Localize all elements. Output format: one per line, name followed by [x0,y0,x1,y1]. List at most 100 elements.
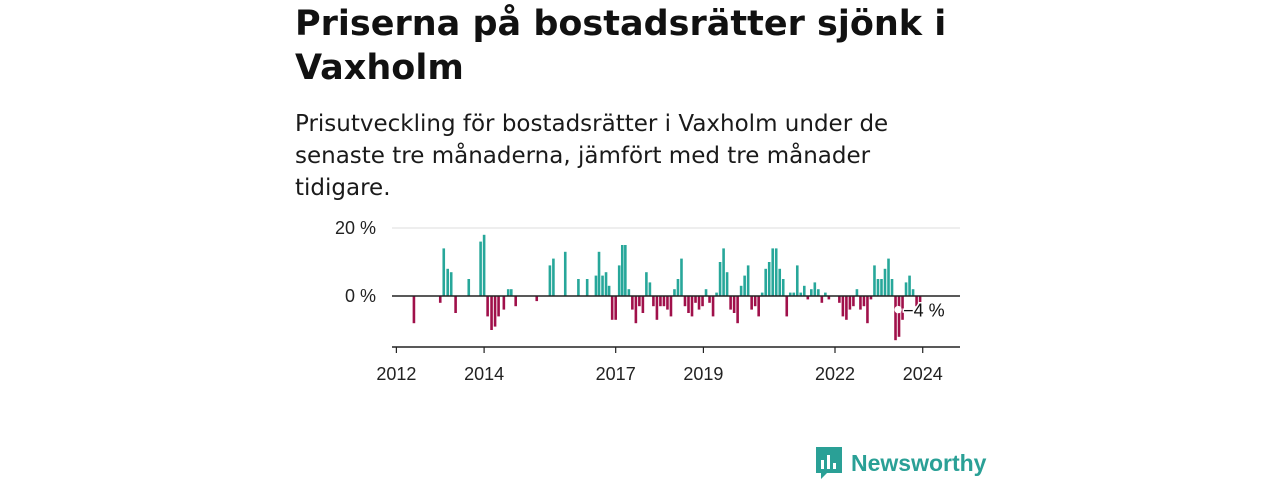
bar-negative [655,296,659,320]
bar-positive [645,272,648,296]
chart-subtitle: Prisutveckling för bostadsrätter i Vaxho… [295,111,889,201]
bar-positive [778,268,782,296]
bar-positive [771,248,775,296]
bar-positive [760,292,764,296]
chart-title: Priserna på bostadsrätter sjönk i Vaxhol… [295,4,947,88]
bar-positive [715,292,718,296]
bar-positive [648,282,652,296]
bar-positive [718,262,722,296]
bar-negative [669,296,673,317]
bar-positive [482,234,486,296]
bar-positive [548,265,552,296]
bar-negative [701,296,704,307]
x-tick-label: 2014 [464,364,504,384]
bar-negative [915,296,918,307]
bar-positive [908,275,911,296]
last-value-label: −4 % [903,301,945,321]
bar-negative [614,296,617,320]
bar-negative [631,296,634,310]
bar-positive [887,258,890,296]
bar-positive [449,272,453,296]
bar-negative [736,296,739,324]
bar-positive [813,282,817,296]
bar-negative [690,296,694,317]
chart-card: Priserna på bostadsrätter sjönk i Vaxhol… [295,0,995,480]
bar-positive [876,279,880,296]
bar-positive [617,265,621,296]
bar-negative [862,296,866,307]
bar-positive [673,289,676,296]
bar-positive [873,265,876,296]
last-value-marker [894,305,902,314]
bar-negative [711,296,715,317]
bar-positive [604,272,608,296]
bar-negative [750,296,753,310]
bar-positive [802,285,806,296]
bar-positive [781,279,785,296]
bar-negative [852,296,855,307]
bar-positive [722,248,725,296]
bar-positive [552,258,555,296]
bar-negative [827,296,831,300]
bar-positive [563,251,567,296]
bar-negative [683,296,687,307]
newsworthy-logo-icon [816,447,842,479]
bar-positive [577,279,580,296]
newsworthy-logo: Newsworthy [815,446,986,480]
bar-negative [490,296,493,330]
bar-positive [855,289,859,296]
bar-negative [866,296,869,324]
bar-positive [704,289,708,296]
x-tick-label: 2012 [376,364,416,384]
bar-positive [810,289,813,296]
newsworthy-logo-text: Newsworthy [851,449,987,476]
bar-negative [806,296,810,300]
bar-negative [845,296,848,320]
x-tick-label: 2022 [815,364,855,384]
bar-positive [676,279,680,296]
bar-negative [901,296,904,320]
bar-negative [412,296,416,324]
y-tick-label: 20 % [335,218,376,238]
bar-negative [454,296,457,313]
bar-positive [774,248,778,296]
bar-negative [694,296,697,303]
bar-negative [848,296,852,310]
bar-negative [610,296,614,320]
bar-negative [535,296,539,302]
bar-positive [442,248,446,296]
bar-negative [638,296,641,307]
bar-negative [757,296,760,317]
bar-negative [438,296,442,303]
bar-negative [897,296,901,337]
bar-positive [597,251,601,296]
bar-negative [662,296,666,307]
bar-positive [817,289,820,296]
bar-positive [585,279,589,296]
bar-negative [841,296,845,317]
bar-negative [666,296,669,310]
bar-positive [904,282,908,296]
bar-positive [627,289,631,296]
bar-negative [502,296,506,310]
bar-negative [732,296,736,313]
bar-negative [486,296,489,317]
bar-negative [859,296,862,310]
bar-negative [729,296,732,310]
bar-negative [659,296,662,307]
bar-positive [725,272,729,296]
bar-positive [601,275,604,296]
bar-positive [799,292,803,296]
bar-positive [883,268,887,296]
bar-positive [746,265,750,296]
x-tick-label: 2017 [596,364,636,384]
bar-positive [446,268,449,296]
x-tick-label: 2019 [683,364,723,384]
bar-positive [624,245,627,296]
bar-negative [894,296,897,341]
bar-negative [493,296,497,327]
bar-negative [514,296,517,307]
bar-positive [467,279,471,296]
bar-negative [641,296,645,313]
